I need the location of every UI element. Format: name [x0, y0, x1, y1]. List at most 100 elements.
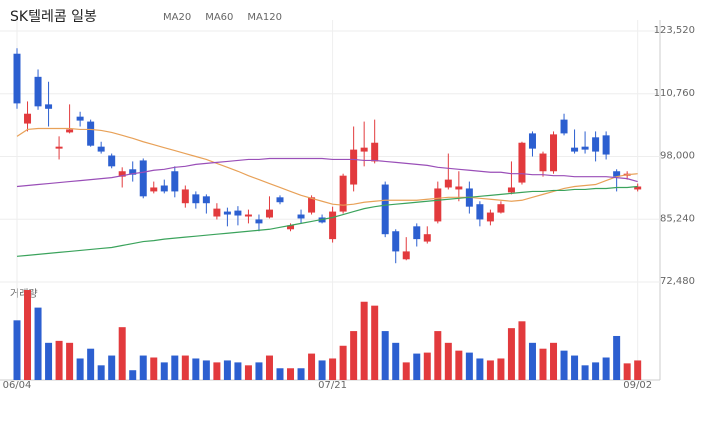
candle-body: [244, 214, 252, 217]
candle-body: [150, 187, 158, 192]
volume-bar: [202, 360, 210, 380]
volume-bar: [287, 368, 295, 380]
ma-line: [16, 185, 638, 257]
candle-body: [87, 121, 95, 146]
candle-body: [13, 53, 21, 104]
candle-body: [276, 197, 284, 203]
candle-body: [139, 160, 147, 197]
y-tick-label: 123,520: [654, 25, 695, 36]
volume-bar: [255, 362, 263, 380]
candle-body: [571, 147, 579, 152]
candle-body: [171, 171, 179, 192]
ma-line: [16, 127, 638, 206]
volume-bar: [455, 350, 463, 380]
volume-bar: [276, 368, 284, 380]
volume-bar: [87, 348, 95, 380]
volume-bar: [560, 350, 568, 380]
legend-label: MA120: [247, 12, 282, 23]
candle-body: [360, 147, 368, 152]
candle-body: [24, 113, 32, 124]
volume-bar: [34, 307, 42, 380]
candle-body: [613, 171, 621, 177]
volume-bar: [497, 358, 505, 380]
volume-bar: [308, 353, 316, 380]
candle-body: [234, 210, 242, 216]
volume-bar: [476, 358, 484, 380]
candle-body: [55, 146, 63, 149]
volume-bar: [623, 363, 631, 380]
volume-bar: [24, 290, 32, 380]
volume-bar: [392, 342, 400, 380]
volume-bar: [118, 327, 126, 380]
candle-body: [381, 184, 389, 235]
volume-bar: [581, 365, 589, 380]
volume-bar: [223, 360, 231, 380]
candle-body: [76, 116, 84, 121]
volume-bar: [329, 358, 337, 380]
y-tick-label: 72,480: [660, 276, 695, 287]
candle-body: [308, 197, 316, 213]
volume-bar: [108, 355, 116, 380]
candle-body: [118, 171, 126, 177]
volume-bar: [518, 321, 526, 380]
candle-body: [329, 211, 337, 240]
y-tick-label: 85,240: [660, 213, 695, 224]
volume-bar: [613, 335, 621, 380]
candle-body: [423, 234, 431, 242]
volume-bar: [634, 360, 642, 380]
volume-bar: [160, 362, 168, 380]
volume-bar: [528, 342, 536, 380]
candle-body: [297, 214, 305, 219]
volume-label: 거래량: [10, 288, 38, 300]
candle-body: [392, 231, 400, 252]
candle-body: [181, 189, 189, 204]
candle-body: [434, 188, 442, 222]
volume-bar: [592, 362, 600, 380]
candle-body: [560, 119, 568, 134]
candle-body: [634, 186, 642, 190]
volume-bar: [66, 342, 74, 380]
candle-body: [497, 204, 505, 213]
candle-body: [581, 146, 589, 150]
x-tick-label: 06/04: [3, 380, 32, 391]
candle-body: [202, 196, 210, 204]
candle-body: [486, 212, 494, 222]
volume-bar: [413, 353, 421, 380]
candle-body: [255, 219, 263, 224]
volume-bar: [423, 352, 431, 380]
volume-bar: [486, 360, 494, 380]
candle-body: [507, 187, 515, 193]
volume-bar: [318, 360, 326, 380]
volume-bar: [244, 365, 252, 380]
volume-bar: [434, 331, 442, 380]
volume-bar: [465, 352, 473, 380]
volume-bar: [339, 345, 347, 380]
candle-body: [45, 104, 53, 109]
candle-body: [518, 142, 526, 183]
volume-bar: [371, 305, 379, 380]
candle-body: [550, 134, 558, 172]
candle-body: [602, 135, 610, 155]
candle-body: [34, 76, 42, 107]
candle-body: [339, 175, 347, 212]
volume-bar: [350, 331, 358, 380]
volume-bar: [55, 340, 63, 380]
candle-body: [371, 142, 379, 162]
chart-title: SK텔레콤 일봉: [10, 9, 97, 25]
legend-label: MA60: [205, 12, 233, 23]
volume-bar: [234, 362, 242, 380]
volume-bar: [171, 355, 179, 380]
volume-bar: [402, 362, 410, 380]
candle-body: [444, 179, 452, 188]
volume-bar: [381, 331, 389, 380]
volume-bar: [129, 370, 137, 380]
volume-bar: [539, 348, 547, 380]
candle-body: [129, 169, 137, 175]
volume-bar: [265, 355, 273, 380]
y-tick-label: 98,000: [660, 151, 695, 162]
candle-body: [287, 225, 295, 230]
candle-body: [350, 149, 358, 185]
candle-body: [108, 155, 116, 167]
volume-bar: [444, 342, 452, 380]
